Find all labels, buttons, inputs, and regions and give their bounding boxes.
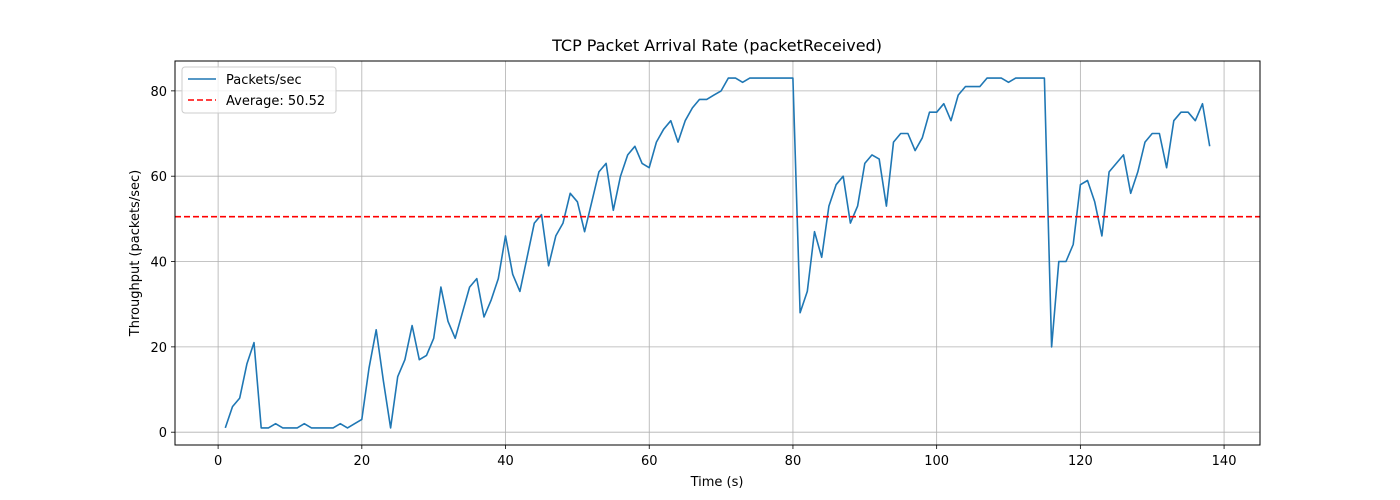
y-axis-label: Throughput (packets/sec)	[128, 170, 143, 337]
legend-label-average: Average: 50.52	[226, 94, 325, 109]
x-tick-label: 120	[1068, 454, 1093, 469]
series-layer	[175, 77, 1260, 429]
x-tick-label: 0	[214, 454, 222, 469]
y-tick-label: 60	[150, 170, 167, 185]
x-tick-label: 20	[354, 454, 371, 469]
x-axis-label: Time (s)	[690, 475, 744, 490]
x-axis: 0 20 40 60 80 100 120 140	[214, 445, 1237, 469]
legend-box	[181, 66, 337, 114]
y-tick-label: 80	[150, 85, 167, 100]
y-axis: 0 20 40 60 80	[150, 85, 175, 441]
y-tick-label: 0	[159, 426, 167, 441]
x-tick-label: 60	[641, 454, 658, 469]
x-tick-label: 80	[785, 454, 802, 469]
y-tick-label: 20	[150, 341, 167, 356]
legend: Packets/sec Average: 50.52	[181, 66, 337, 114]
x-tick-label: 40	[497, 454, 514, 469]
y-tick-label: 40	[150, 256, 167, 271]
plot-frame	[174, 60, 1261, 446]
x-tick-label: 140	[1212, 454, 1237, 469]
legend-label-packets: Packets/sec	[226, 73, 302, 88]
grid	[175, 61, 1260, 445]
chart-title: TCP Packet Arrival Rate (packetReceived)	[551, 36, 882, 55]
series-line-packets-per-sec	[224, 77, 1211, 429]
x-tick-label: 100	[924, 454, 949, 469]
